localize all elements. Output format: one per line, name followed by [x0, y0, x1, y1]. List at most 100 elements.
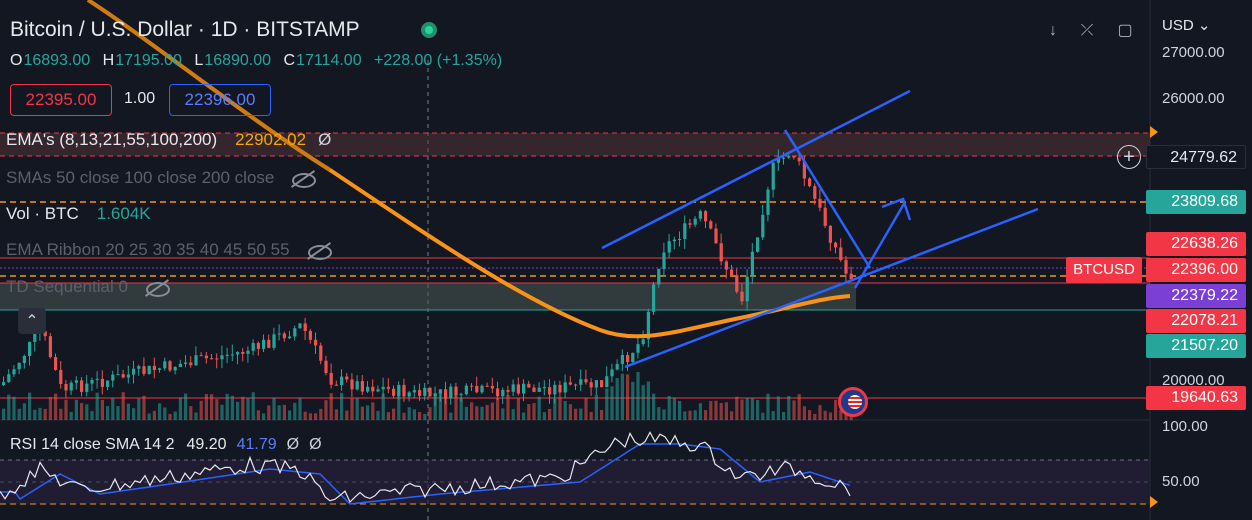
candle-body [74, 380, 78, 383]
volume-bar [563, 401, 567, 420]
candle-body [761, 214, 765, 238]
candle-body [610, 369, 614, 377]
candle-body [464, 385, 468, 395]
volume-bar [137, 398, 141, 420]
axis-tick: 100.00 [1162, 418, 1208, 435]
candle-body [345, 376, 349, 380]
volume-bar [28, 392, 32, 420]
td-name: TD Sequential 0 [6, 277, 128, 296]
candle-body [501, 389, 505, 397]
currency-selector[interactable]: USD ⌄ [1162, 17, 1211, 34]
volume-bar [38, 407, 42, 420]
legend-ribbon[interactable]: EMA Ribbon 20 25 30 35 40 45 50 55 [6, 240, 332, 260]
volume-bar [620, 373, 624, 420]
us-flag-event-icon[interactable] [838, 387, 868, 417]
candle-body [522, 383, 526, 394]
volume-bar [184, 393, 188, 420]
candle-body [719, 243, 723, 262]
arrow-down-icon[interactable]: ↓ [1049, 22, 1057, 39]
candle-body [80, 380, 84, 392]
candlesticks [2, 149, 853, 406]
volume-bar [22, 403, 26, 420]
candle-body [126, 374, 130, 378]
candle-body [194, 355, 198, 366]
volume-bar [407, 407, 411, 420]
legend-volume[interactable]: Vol · BTC 1.604K [6, 204, 151, 224]
legend-ema[interactable]: EMA's (8,13,21,55,100,200) 22902.02 Ø [6, 130, 331, 150]
sell-button[interactable]: 22395.00 [10, 84, 112, 116]
candle-body [168, 361, 172, 371]
candle-body [449, 386, 453, 399]
volume-bar [397, 392, 401, 420]
candle-body [376, 389, 380, 392]
legend-sma[interactable]: SMAs 50 close 100 close 200 close [6, 168, 317, 188]
volume-bar [319, 408, 323, 420]
candle-body [256, 342, 260, 349]
volume-bar [33, 409, 37, 420]
volume-bar [594, 394, 598, 420]
symbol-title[interactable]: Bitcoin / U.S. Dollar · 1D · BITSTAMP [10, 18, 360, 41]
high-key: H [102, 52, 115, 69]
candle-body [511, 384, 515, 392]
volume-bar [147, 413, 151, 420]
volume-bar [158, 403, 162, 420]
market-status-icon[interactable] [421, 22, 437, 38]
volume-bar [324, 400, 328, 420]
legend-td[interactable]: TD Sequential 0 [6, 277, 170, 297]
volume-bar [412, 409, 416, 420]
candle-body [636, 344, 640, 353]
support-tag: 21507.20 [1146, 334, 1246, 358]
volume-bar [724, 402, 728, 420]
candle-body [132, 368, 136, 375]
volume-bar [490, 402, 494, 420]
volume-bar [251, 392, 255, 420]
collapse-arrows-icon[interactable]: ⤫ [1080, 22, 1094, 39]
buy-button[interactable]: 22396.00 [169, 84, 271, 116]
candle-body [667, 241, 671, 253]
add-alert-plus-icon[interactable]: + [1117, 145, 1141, 169]
candle-body [823, 207, 827, 226]
candle-body [724, 261, 728, 270]
candle-body [298, 323, 302, 329]
axis-marker [1150, 126, 1158, 138]
resistance-zone [0, 133, 1150, 156]
volume-bar [178, 397, 182, 420]
collapse-legend-button[interactable]: ⌃ [18, 308, 46, 334]
candle-body [688, 223, 692, 225]
volume-bar [386, 412, 390, 420]
candle-body [142, 366, 146, 374]
candle-body [355, 381, 359, 390]
volume-bar [735, 396, 739, 420]
volume-bar [589, 411, 593, 420]
candle-body [402, 384, 406, 397]
volume-bar [787, 396, 791, 420]
hidden-eye-icon[interactable] [306, 243, 332, 260]
candle-body [329, 372, 333, 385]
volume-bar [600, 409, 604, 420]
high-value: 17195.00 [115, 52, 182, 69]
candle-body [470, 385, 474, 387]
hidden-eye-icon[interactable] [290, 171, 317, 188]
candle-body [792, 156, 796, 158]
low-level-tag: 19640.63 [1146, 386, 1246, 410]
candle-body [262, 339, 266, 349]
candle-body [766, 189, 770, 215]
symbol-price-tag: BTCUSD [1066, 257, 1142, 283]
close-key: C [283, 52, 296, 69]
hidden-eye-icon[interactable] [144, 280, 170, 297]
currency-label: USD [1162, 17, 1194, 34]
candle-body [137, 366, 141, 369]
layout-icon[interactable]: ▢ [1117, 22, 1133, 39]
crosshair-price-tag: 24779.62 [1146, 145, 1246, 169]
ema-200-curve-shadow [86, 0, 332, 172]
candle-body [324, 360, 328, 373]
candle-body [693, 218, 697, 225]
volume-bar [646, 381, 650, 420]
volume-bar [792, 400, 796, 420]
volume-bar [839, 409, 843, 420]
candle-body [563, 382, 567, 393]
candle-body [490, 385, 494, 389]
legend-rsi[interactable]: RSI 14 close SMA 14 2 49.20 41.79 Ø Ø [10, 436, 322, 454]
